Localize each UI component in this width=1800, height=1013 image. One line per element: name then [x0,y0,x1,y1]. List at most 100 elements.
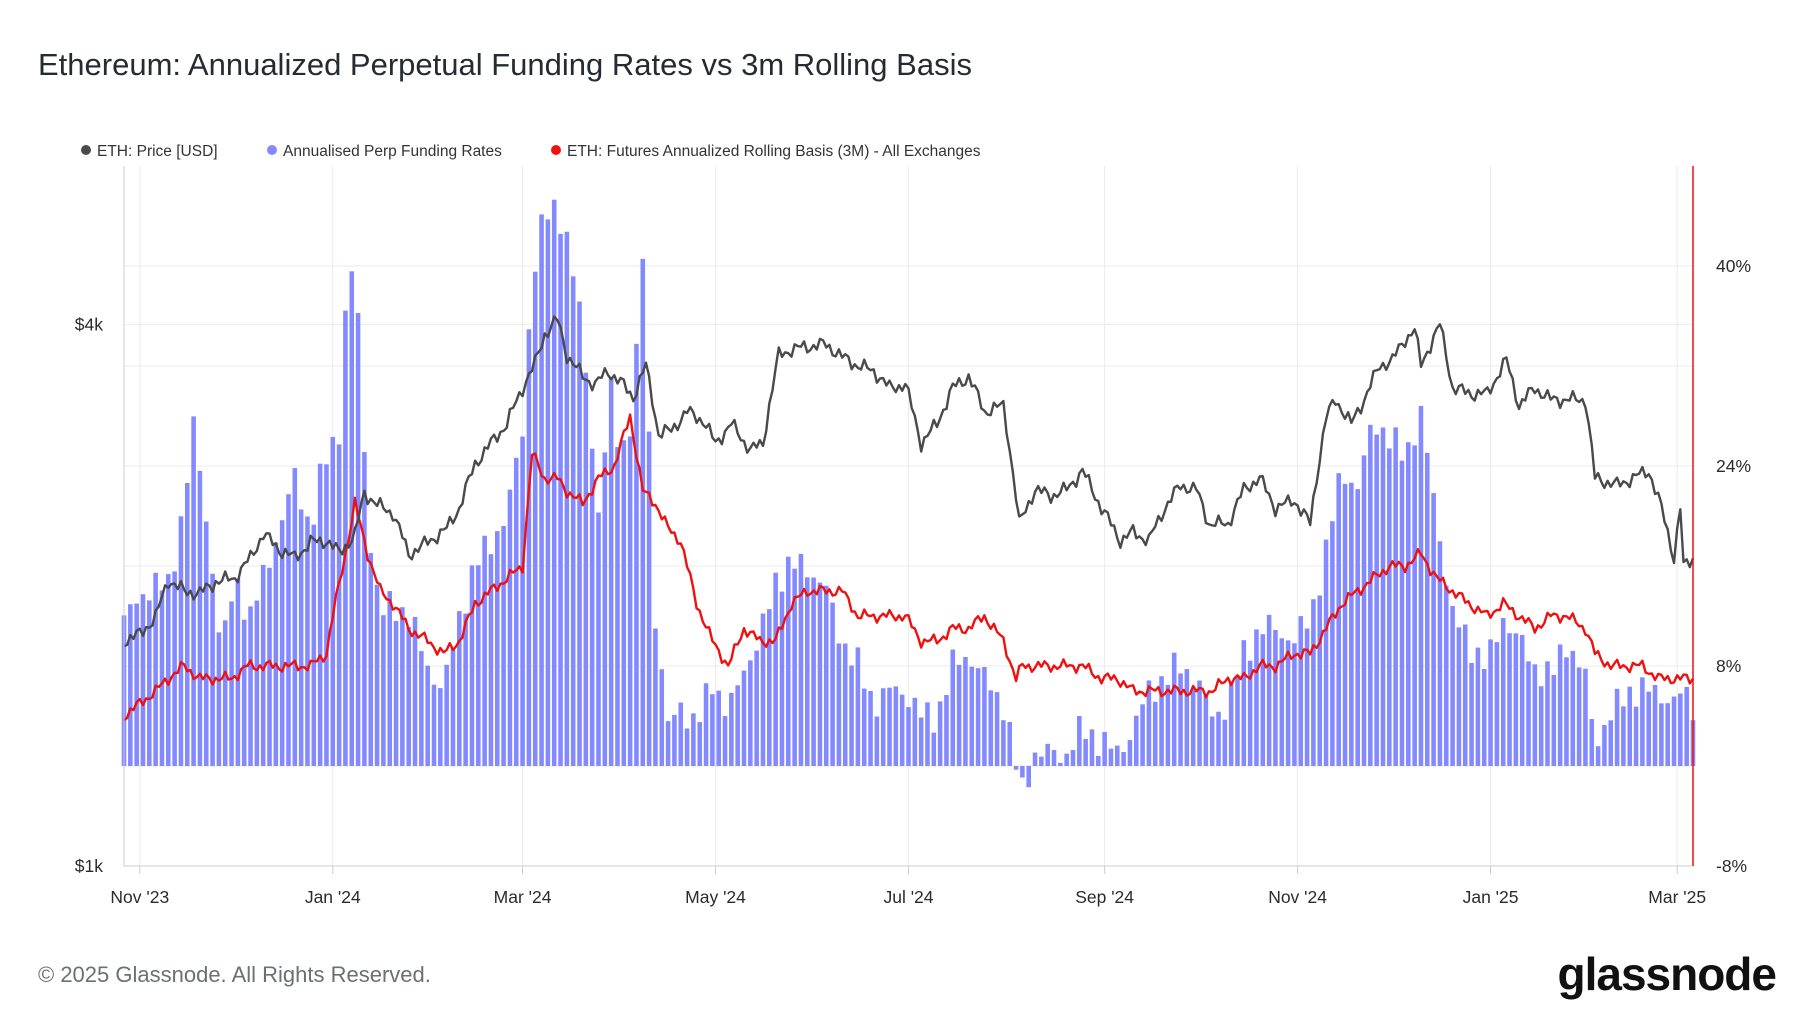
funding-bar-182 [1273,630,1278,766]
funding-bar-104 [779,591,785,766]
funding-bar-176 [1235,676,1240,766]
legend-item-basis[interactable]: ETH: Futures Annualized Rolling Basis (3… [551,143,981,160]
funding-bar-213 [1469,662,1474,766]
funding-bar-149 [1064,753,1069,766]
funding-bar-187 [1304,628,1310,766]
funding-bar-47 [419,651,424,766]
funding-bar-37 [355,313,361,766]
legend-item-price[interactable]: ETH: Price [USD] [81,143,218,160]
funding-bar-175 [1228,681,1234,766]
funding-bar-62 [513,457,519,766]
left-tick-label: $4k [75,314,103,334]
chart-title: Ethereum: Annualized Perpetual Funding R… [38,47,972,82]
funding-bar-158 [1121,752,1126,766]
funding-bar-41 [381,615,386,766]
left-axis-ticks: $1k $4k [75,314,103,876]
funding-bar-232 [1589,719,1595,766]
funding-bar-181 [1266,614,1272,766]
x-tick-label: Sep '24 [1075,887,1134,907]
funding-bar-58 [488,554,494,766]
funding-bar-208 [1437,541,1443,766]
funding-bar-226 [1551,674,1557,766]
x-tick-label: May '24 [685,887,746,907]
funding-bar-113 [836,643,842,766]
funding-bar-199 [1380,427,1386,766]
funding-bar-99 [748,660,753,766]
legend-label-basis: ETH: Futures Annualized Rolling Basis (3… [567,143,981,160]
funding-bar-80 [627,436,633,766]
funding-bar-185 [1292,643,1297,766]
funding-bar-230 [1576,667,1582,766]
funding-bar-167 [1178,673,1183,766]
funding-rate-bars [121,199,1696,788]
funding-bar-85 [659,669,665,766]
funding-bar-76 [602,452,608,766]
funding-bar-204 [1412,445,1417,766]
funding-bar-171 [1203,693,1209,766]
funding-bar-206 [1425,452,1430,766]
funding-bar-189 [1317,595,1323,766]
funding-bar-15 [216,632,222,766]
funding-bar-49 [431,684,437,766]
funding-bar-22 [260,564,266,766]
funding-bar-87 [672,714,677,766]
right-tick-label: 24% [1716,456,1751,476]
funding-bar-165 [1165,684,1171,766]
funding-bar-102 [767,609,772,766]
funding-bar-217 [1494,642,1500,766]
funding-bar-184 [1285,640,1291,766]
funding-bar-153 [1089,729,1095,766]
funding-bar-4 [147,600,152,766]
funding-bar-133 [963,657,968,766]
price-line [123,315,1695,648]
funding-bar-198 [1374,434,1379,766]
x-tick-label: Mar '24 [494,887,552,907]
funding-bar-211 [1456,627,1462,766]
legend-label-price: ETH: Price [USD] [97,143,218,160]
funding-bar-247 [1684,686,1689,766]
funding-bar-235 [1608,720,1614,766]
funding-bar-95 [722,716,728,766]
legend-marker-price [81,145,91,155]
funding-bar-111 [823,585,829,766]
x-tick-label: Nov '24 [1268,887,1327,907]
legend-item-funding[interactable]: Annualised Perp Funding Rates [267,143,502,160]
funding-bar-119 [874,716,880,766]
funding-bar-89 [684,728,690,766]
funding-bar-127 [925,702,930,766]
funding-bar-93 [710,694,715,766]
funding-bar-172 [1209,716,1215,766]
funding-bar-50 [438,688,443,766]
funding-bar-63 [520,436,525,766]
funding-bar-174 [1222,719,1228,766]
funding-bar-238 [1627,686,1633,766]
funding-bar-219 [1507,633,1512,766]
funding-bar-117 [861,688,867,766]
funding-bar-190 [1323,539,1329,766]
funding-bar-156 [1108,748,1114,766]
funding-bar-130 [944,695,949,766]
funding-bar-5 [153,572,158,766]
funding-bar-140 [1007,722,1013,766]
funding-bar-32 [324,464,329,766]
funding-bar-39 [368,553,374,766]
funding-bar-53 [457,611,462,766]
funding-bar-147 [1051,749,1057,766]
funding-bar-240 [1640,677,1645,766]
right-axis-ticks: -8% 8% 24% 40% [1716,256,1751,876]
funding-bar-74 [589,448,595,766]
funding-bar-202 [1399,460,1405,766]
funding-bar-83 [646,431,652,766]
funding-bar-105 [786,556,791,766]
funding-bar-90 [691,713,696,766]
funding-bar-231 [1583,668,1588,766]
funding-bar-91 [697,722,702,766]
funding-bar-79 [621,440,627,766]
funding-bar-82 [640,258,646,766]
funding-bar-203 [1406,442,1411,766]
funding-bar-23 [267,567,272,766]
glassnode-logo[interactable]: glassnode [1557,948,1777,1000]
funding-bar-215 [1481,668,1487,766]
funding-bar-135 [975,668,981,766]
funding-bar-212 [1462,624,1468,766]
